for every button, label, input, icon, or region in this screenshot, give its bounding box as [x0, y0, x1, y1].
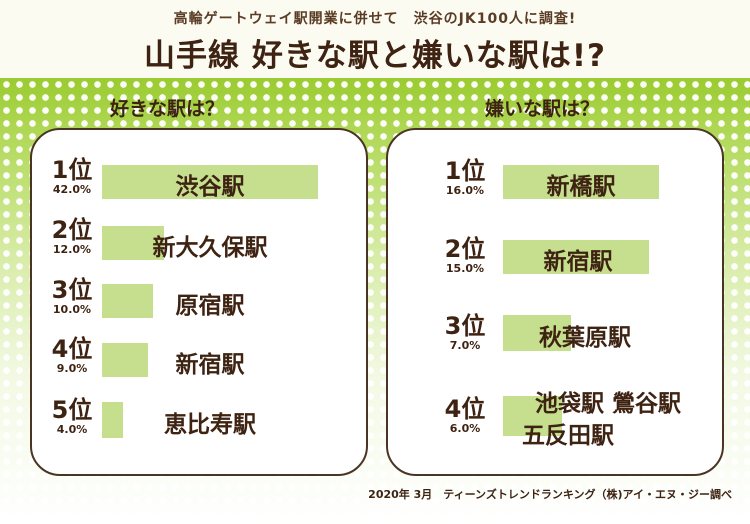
left-station-5: 恵比寿駅: [164, 412, 256, 438]
right-station-3: 秋葉原駅: [539, 325, 631, 351]
rank-label: 4位: [444, 395, 486, 423]
left-bar-4: [102, 343, 148, 377]
right-rank-2: 2位 15.0%: [430, 236, 500, 275]
right-station-2: 新宿駅: [543, 249, 613, 275]
rank-label: 1位: [444, 157, 486, 185]
left-rank-5: 5位 4.0%: [37, 397, 107, 436]
percent-label: 42.0%: [52, 183, 92, 196]
left-bar-5: [102, 402, 123, 438]
right-rank-4: 4位 6.0%: [430, 396, 500, 435]
left-rank-4: 4位 9.0%: [37, 336, 107, 375]
percent-label: 7.0%: [449, 339, 481, 352]
percent-label: 10.0%: [52, 303, 92, 316]
percent-label: 16.0%: [445, 184, 485, 197]
left-bar-3: [102, 284, 153, 318]
right-chart-title: 嫌いな駅は？: [485, 98, 600, 120]
left-rank-3: 3位 10.0%: [37, 277, 107, 316]
rank-label: 3位: [444, 312, 486, 340]
left-rank-2: 2位 12.0%: [37, 217, 107, 256]
percent-label: 9.0%: [56, 362, 88, 375]
left-station-2: 新大久保駅: [152, 235, 268, 261]
right-rank-1: 1位 16.0%: [430, 158, 500, 197]
right-bar-1: [503, 165, 659, 199]
left-bar-1: [102, 165, 318, 199]
header-band: 高輪ゲートウェイ駅開業に併せて 渋谷のJK100人に調査! 山手線 好きな駅と嫌…: [0, 0, 750, 78]
left-chart-title: 好きな駅は？: [110, 98, 225, 120]
header-subtitle: 高輪ゲートウェイ駅開業に併せて 渋谷のJK100人に調査!: [173, 11, 577, 27]
rank-label: 1位: [51, 156, 93, 184]
left-rank-1: 1位 42.0%: [37, 157, 107, 196]
left-bar-2: [102, 226, 164, 260]
right-station-4: 池袋駅 鶯谷駅: [534, 391, 681, 417]
right-bar-3: [503, 315, 571, 351]
left-station-3: 原宿駅: [175, 293, 245, 319]
page-title: 山手線 好きな駅と嫌いな駅は!?: [144, 38, 606, 74]
percent-label: 4.0%: [56, 423, 88, 436]
footer-source: 2020年 3月 ティーンズトレンドランキング（株)アイ・エヌ・ジー調べ: [368, 488, 732, 501]
percent-label: 6.0%: [449, 422, 481, 435]
right-station-1: 新橋駅: [546, 174, 616, 200]
left-station-1: 渋谷駅: [175, 174, 245, 200]
right-rank-3: 3位 7.0%: [430, 313, 500, 352]
rank-label: 3位: [51, 276, 93, 304]
percent-label: 15.0%: [445, 262, 485, 275]
right-bar-2: [503, 240, 649, 274]
right-station-4-line2: 五反田駅: [522, 423, 614, 449]
rank-label: 2位: [444, 235, 486, 263]
rank-label: 5位: [51, 396, 93, 424]
rank-label: 4位: [51, 335, 93, 363]
rank-label: 2位: [51, 216, 93, 244]
percent-label: 12.0%: [52, 243, 92, 256]
right-bar-4: [503, 396, 562, 436]
left-station-4: 新宿駅: [175, 352, 245, 378]
